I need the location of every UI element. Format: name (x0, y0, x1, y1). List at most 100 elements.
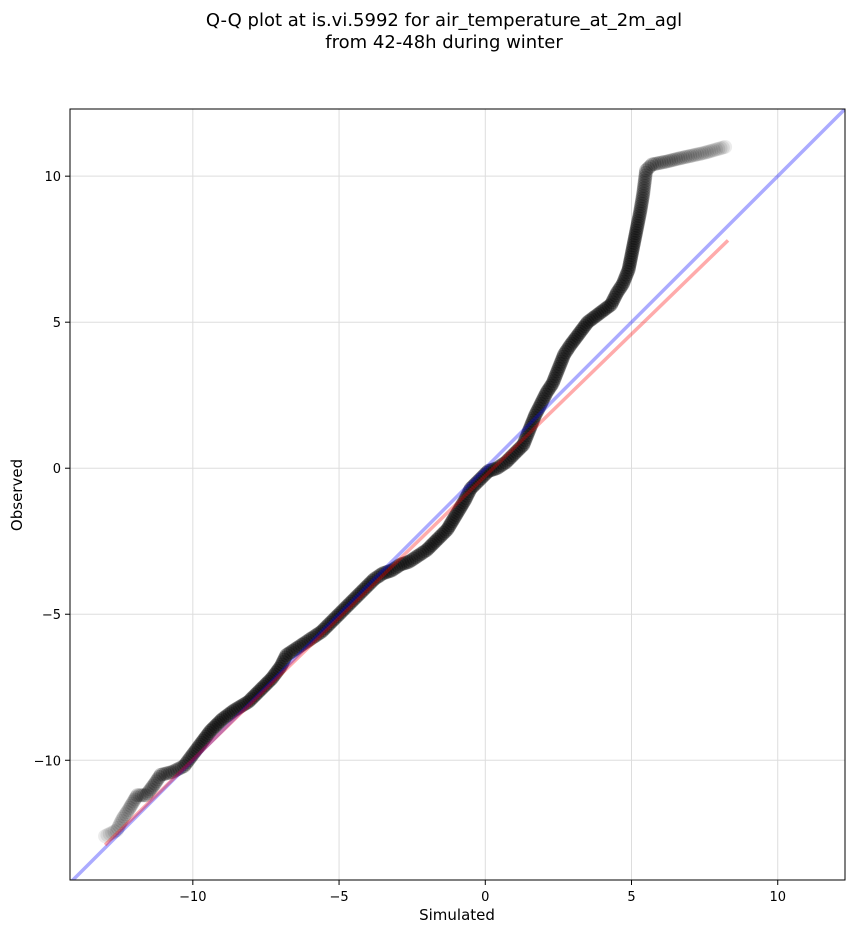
data-point (211, 715, 226, 730)
data-point (671, 151, 686, 166)
data-point (481, 464, 496, 479)
data-point (438, 524, 453, 539)
data-point (117, 809, 132, 824)
data-point (178, 757, 193, 772)
data-point (445, 514, 460, 529)
data-point (333, 605, 348, 620)
x-tick-label: 5 (627, 890, 635, 905)
data-point (156, 767, 170, 782)
data-point (354, 584, 369, 599)
data-point (130, 788, 145, 803)
data-point (664, 153, 679, 168)
data-point (200, 727, 215, 742)
data-point (122, 800, 137, 815)
data-point (292, 639, 307, 654)
data-point (187, 745, 202, 760)
data-point (657, 155, 672, 170)
data-point (213, 714, 228, 729)
data-point (185, 747, 200, 762)
data-point (305, 630, 320, 645)
data-point (576, 321, 591, 336)
data-point (631, 213, 646, 228)
data-point (611, 283, 626, 298)
data-point (616, 274, 631, 289)
data-point (582, 313, 597, 328)
data-point (191, 739, 206, 754)
data-point (321, 617, 336, 632)
data-point (172, 761, 187, 776)
data-point (380, 564, 395, 579)
data-point (349, 589, 364, 604)
data-point (496, 456, 511, 471)
data-point (609, 285, 624, 300)
data-point (143, 782, 158, 797)
data-point (275, 655, 290, 670)
data-point (288, 642, 303, 657)
data-point (121, 802, 136, 817)
data-point (347, 591, 362, 606)
data-point (545, 376, 560, 391)
data-point (110, 821, 125, 836)
data-point (237, 697, 252, 712)
data-point (590, 307, 605, 322)
data-point (634, 196, 649, 211)
data-point (267, 667, 282, 682)
data-point (517, 435, 532, 450)
data-point (511, 443, 526, 458)
data-point (605, 295, 620, 310)
data-point (444, 516, 459, 531)
data-point (550, 364, 565, 379)
data-point (635, 191, 650, 206)
data-point (174, 760, 189, 775)
data-point (206, 720, 221, 735)
data-point (507, 446, 522, 461)
data-point (692, 146, 707, 161)
data-point (683, 148, 698, 163)
data-point (458, 491, 473, 505)
data-point (673, 151, 688, 166)
data-point (502, 451, 517, 466)
data-point (627, 233, 642, 248)
data-point (516, 437, 531, 452)
data-point (235, 698, 250, 713)
data-point (120, 805, 135, 820)
data-point (312, 626, 327, 641)
data-point (241, 694, 256, 709)
data-point (579, 317, 594, 332)
data-point (678, 150, 693, 165)
data-point (632, 209, 647, 224)
data-point (594, 304, 609, 319)
data-point (551, 361, 566, 376)
data-point (622, 257, 637, 272)
data-point (620, 265, 635, 280)
data-point (519, 430, 534, 445)
data-point (627, 230, 642, 245)
data-point (294, 637, 309, 652)
data-point (182, 751, 197, 766)
data-point (184, 749, 199, 764)
data-point (604, 297, 619, 312)
data-point (462, 484, 477, 498)
data-point (570, 328, 585, 343)
data-point (557, 347, 572, 362)
plot-frame (69, 108, 846, 881)
data-point (630, 216, 645, 231)
data-point (600, 300, 615, 315)
data-point (411, 548, 426, 563)
data-point (177, 759, 192, 774)
data-point (109, 823, 124, 838)
data-point (500, 453, 515, 468)
data-point (208, 719, 223, 734)
data-point (140, 786, 155, 801)
data-point (558, 345, 573, 360)
data-point (158, 766, 173, 781)
data-point (626, 238, 641, 253)
data-point (244, 691, 259, 706)
data-point (588, 309, 603, 324)
data-point (636, 181, 651, 196)
data-point (457, 493, 472, 508)
data-point (356, 582, 371, 597)
data-point (629, 221, 644, 236)
data-point (592, 306, 607, 321)
data-point (623, 252, 638, 267)
